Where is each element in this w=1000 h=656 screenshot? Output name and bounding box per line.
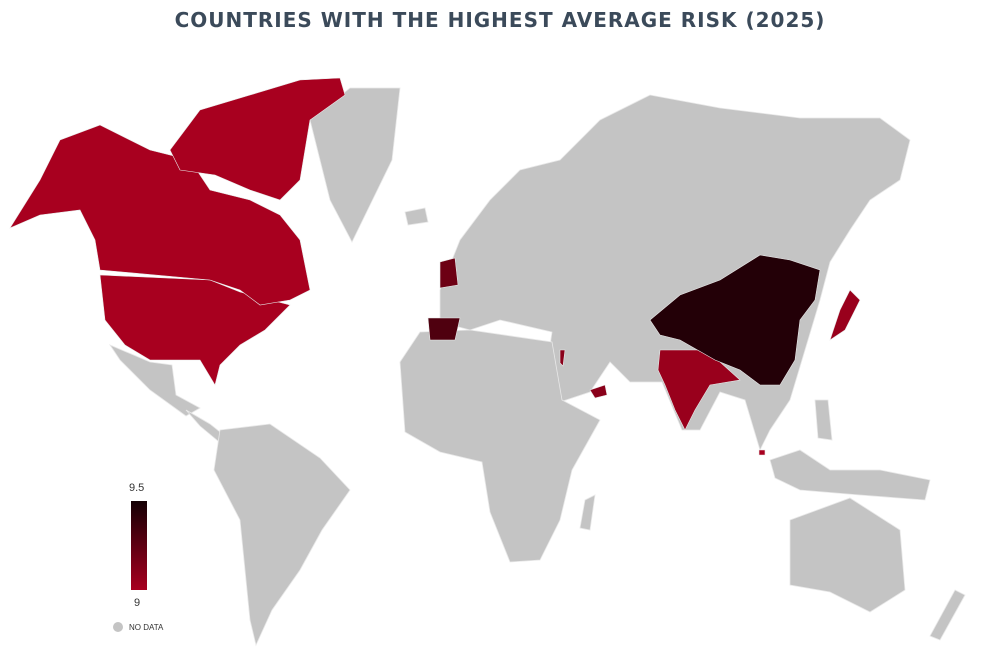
country-spain[interactable]: [427, 317, 461, 341]
country-japan[interactable]: [829, 289, 861, 341]
south-america: [213, 423, 351, 647]
mexico: [108, 344, 201, 417]
no-data-label: NO DATA: [129, 623, 164, 632]
southeast-asia-islands: [769, 449, 931, 501]
legend-color-scale: [131, 501, 147, 590]
greenland: [309, 87, 401, 243]
new-zealand: [929, 589, 966, 641]
madagascar: [579, 494, 596, 531]
country-singapore[interactable]: [758, 449, 766, 456]
country-canada[interactable]: [169, 77, 346, 201]
legend-max-label: 9.5: [129, 482, 145, 494]
legend-min-label: 9: [134, 597, 141, 609]
iceland: [404, 207, 429, 226]
australia: [789, 497, 906, 613]
philippines: [814, 399, 833, 441]
country-united-kingdom[interactable]: [439, 257, 459, 289]
no-data-swatch: [113, 622, 123, 632]
africa: [399, 329, 601, 563]
country-united-arab-emirates[interactable]: [589, 384, 608, 399]
country-canada[interactable]: [9, 124, 311, 306]
country-israel[interactable]: [559, 349, 566, 367]
risk-countries: [9, 77, 861, 456]
country-china[interactable]: [649, 254, 821, 386]
map-title: COUNTRIES WITH THE HIGHEST AVERAGE RISK …: [174, 8, 826, 32]
